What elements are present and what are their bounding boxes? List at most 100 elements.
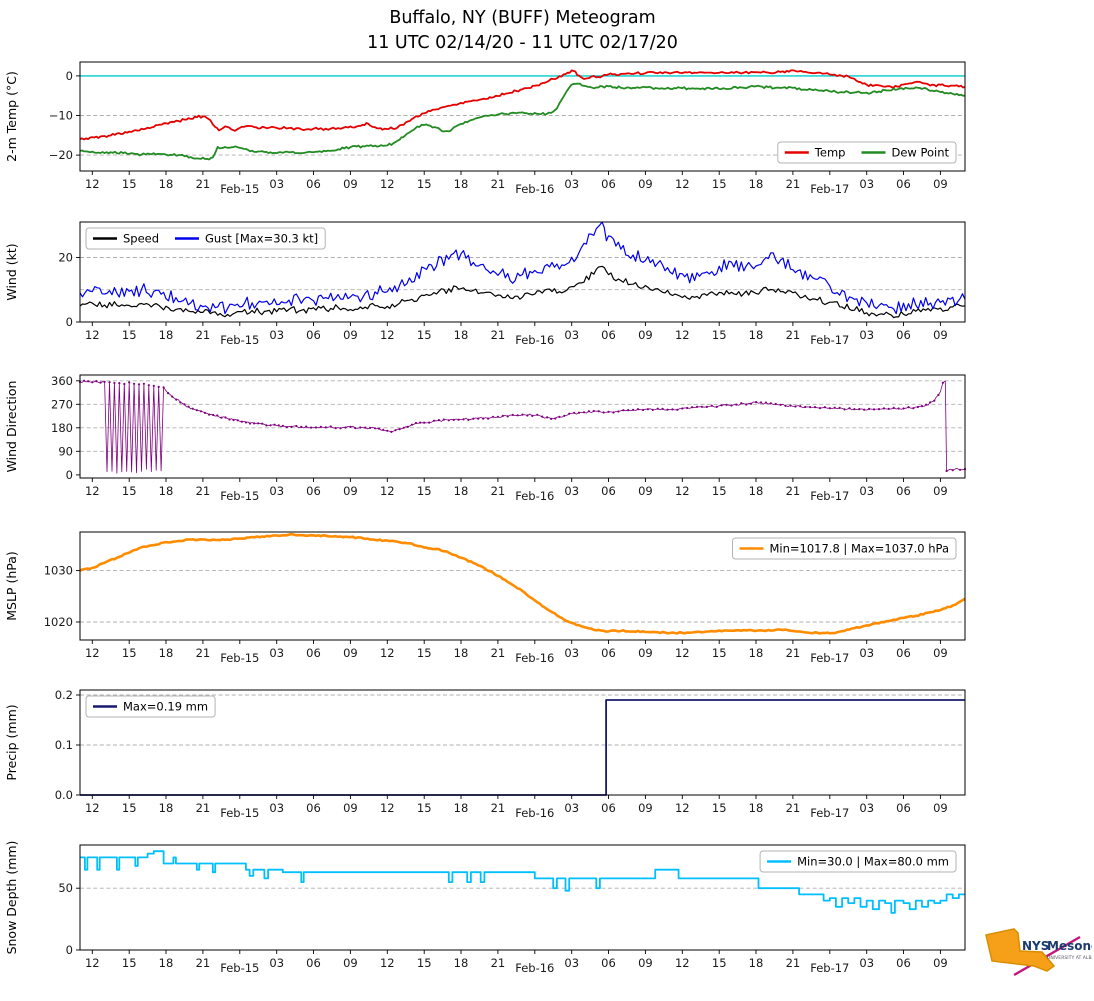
x-tick-label: 15 <box>122 328 137 342</box>
x-tick-label: 18 <box>159 956 174 970</box>
data-point <box>447 419 450 422</box>
x-tick-label: 06 <box>601 177 616 191</box>
data-point <box>612 411 615 414</box>
data-point <box>937 393 940 397</box>
x-tick-label: Feb-15 <box>220 333 259 347</box>
data-point <box>248 422 252 425</box>
data-point <box>838 406 841 409</box>
data-point <box>191 407 194 410</box>
x-tick-label: 09 <box>638 646 653 660</box>
x-tick-label: 18 <box>749 801 764 815</box>
x-tick-label: 15 <box>417 956 432 970</box>
y-tick-label: −20 <box>49 148 73 162</box>
x-tick-label: Feb-15 <box>220 651 259 665</box>
x-tick-label: 09 <box>933 801 948 815</box>
x-tick-label: 06 <box>896 177 911 191</box>
data-point <box>103 380 106 383</box>
data-point <box>216 414 219 417</box>
x-tick-label: 15 <box>712 484 727 498</box>
x-tick-label: 03 <box>564 328 579 342</box>
x-tick-label: 21 <box>786 484 801 498</box>
data-point <box>666 408 669 411</box>
x-tick-label: 06 <box>896 646 911 660</box>
x-tick-label: Feb-17 <box>810 333 849 347</box>
data-point <box>137 383 141 386</box>
x-tick-label: 21 <box>786 328 801 342</box>
x-tick-label: 18 <box>454 328 469 342</box>
data-point <box>462 418 465 421</box>
x-tick-label: 06 <box>896 484 911 498</box>
y-tick-label: 0 <box>66 943 73 957</box>
data-point <box>386 429 389 432</box>
legend-mslp: Min=1017.8 | Max=1037.0 hPa <box>732 537 957 560</box>
data-point <box>273 423 276 426</box>
x-tick-label: 18 <box>159 177 174 191</box>
data-point <box>872 408 876 411</box>
data-point <box>373 427 377 430</box>
data-point <box>467 418 470 421</box>
y-axis-label: Wind Direction <box>4 381 19 473</box>
data-point <box>228 418 231 421</box>
data-point <box>705 405 709 408</box>
data-point <box>419 421 422 424</box>
data-point <box>764 401 768 404</box>
y-tick-label: 0.2 <box>55 688 73 702</box>
data-point <box>907 406 910 409</box>
x-tick-label: 12 <box>675 484 690 498</box>
x-tick-label: 21 <box>196 801 211 815</box>
x-tick-label: 12 <box>85 328 100 342</box>
data-point <box>472 417 475 420</box>
data-point <box>157 385 160 388</box>
x-tick-label: 15 <box>122 956 137 970</box>
data-point <box>912 407 915 410</box>
data-point <box>378 427 381 430</box>
data-point <box>853 408 856 411</box>
y-tick-label: 0 <box>66 315 73 329</box>
x-tick-label: 21 <box>786 177 801 191</box>
x-tick-label: Feb-16 <box>515 806 554 820</box>
data-point <box>487 417 490 420</box>
y-axis-label: Snow Depth (mm) <box>4 841 19 955</box>
wind-series-line <box>79 265 966 319</box>
data-point <box>208 413 211 416</box>
data-point <box>521 413 524 416</box>
data-point <box>179 401 182 404</box>
data-point <box>863 408 866 411</box>
x-tick-label: 03 <box>269 328 284 342</box>
data-point <box>541 415 544 418</box>
data-point <box>592 409 595 413</box>
data-point <box>183 403 186 406</box>
data-point <box>344 426 347 429</box>
data-point <box>334 427 337 430</box>
y-axis-label: MSLP (hPa) <box>4 551 19 621</box>
x-tick-label: 12 <box>380 646 395 660</box>
data-point <box>868 407 871 410</box>
data-point <box>681 407 684 410</box>
x-tick-label: 18 <box>454 177 469 191</box>
data-point <box>661 407 664 410</box>
data-point <box>212 413 215 417</box>
x-tick-label: 06 <box>601 328 616 342</box>
x-tick-label: 03 <box>859 801 874 815</box>
x-tick-label: 06 <box>601 801 616 815</box>
data-point <box>253 422 256 425</box>
data-point <box>428 421 431 424</box>
data-point <box>99 381 102 384</box>
x-tick-label: Feb-15 <box>220 182 259 196</box>
x-tick-label: 09 <box>638 801 653 815</box>
x-tick-label: 03 <box>564 646 579 660</box>
data-point <box>300 425 303 428</box>
data-point <box>432 419 436 422</box>
x-tick-label: 21 <box>491 484 506 498</box>
x-tick-label: Feb-17 <box>810 651 849 665</box>
data-point <box>636 408 640 411</box>
legend-wind: Speed Gust [Max=30.3 kt] <box>85 227 326 250</box>
data-point <box>152 384 155 387</box>
data-point <box>314 426 318 429</box>
data-point <box>369 426 372 429</box>
x-tick-label: 21 <box>491 328 506 342</box>
x-tick-label: 15 <box>712 328 727 342</box>
data-point <box>496 415 499 418</box>
x-tick-label: 15 <box>417 177 432 191</box>
x-tick-label: 15 <box>417 801 432 815</box>
